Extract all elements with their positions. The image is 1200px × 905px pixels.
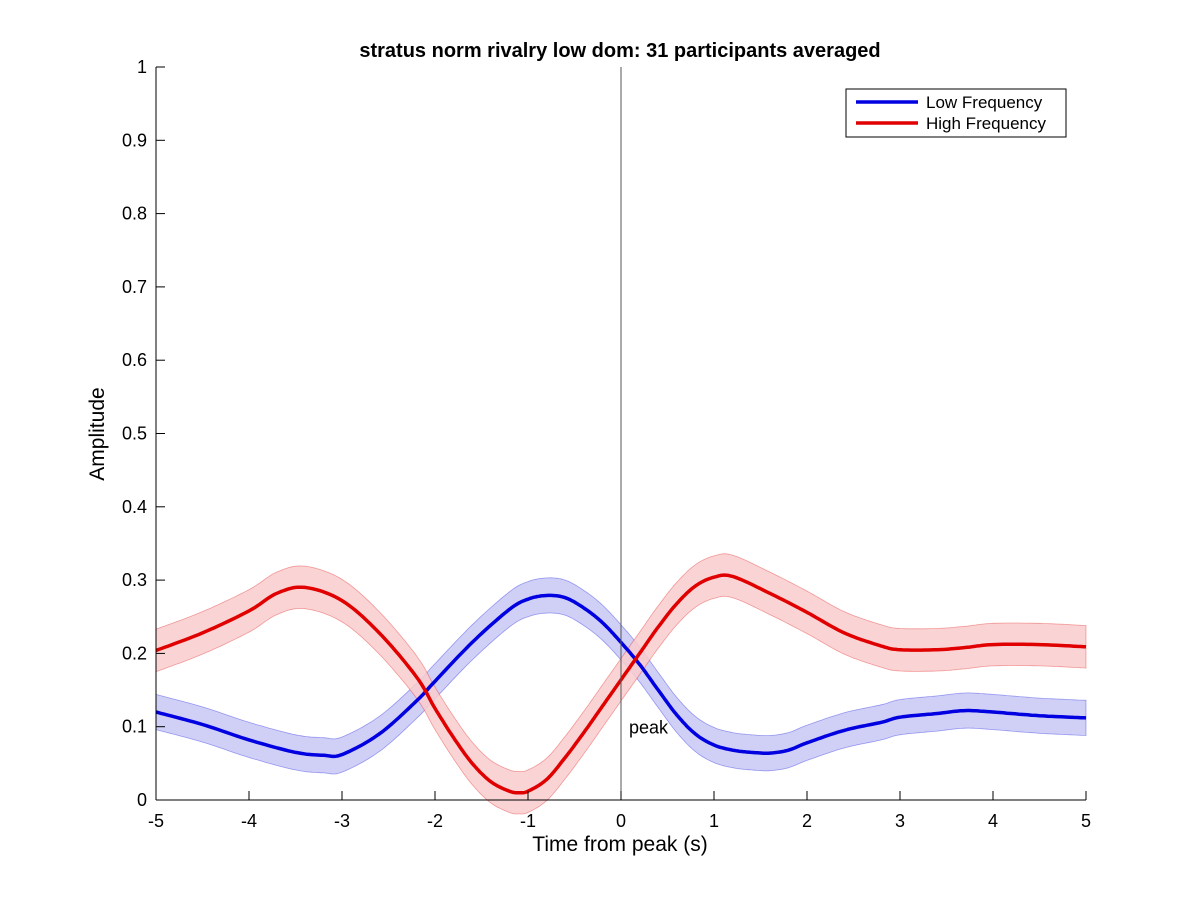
chart-title: stratus norm rivalry low dom: 31 partici… <box>359 40 880 62</box>
x-tick-label-3: -2 <box>427 811 443 831</box>
x-tick-label-5: 0 <box>616 811 626 831</box>
legend: Low Frequency High Frequency <box>845 88 1067 138</box>
y-tick-label-8: 0.8 <box>122 204 147 224</box>
y-tick-label-10: 1 <box>137 57 147 77</box>
y-tick-label-4: 0.4 <box>122 497 147 517</box>
x-tick-label-10: 5 <box>1081 811 1091 831</box>
x-tick-label-4: -1 <box>520 811 536 831</box>
x-tick-label-9: 4 <box>988 811 998 831</box>
x-tick-label-7: 2 <box>802 811 812 831</box>
y-axis-label: Amplitude <box>86 387 109 480</box>
line-series-0 <box>155 593 1087 759</box>
legend-label-0: Low Frequency <box>926 93 1043 112</box>
series-lines <box>155 573 1087 795</box>
y-tick-label-1: 0.1 <box>122 717 147 737</box>
x-tick-label-2: -3 <box>334 811 350 831</box>
tick-labels: -5 -4 -3 -2 -1 0 1 2 3 4 5 0 0.1 0.2 0.3 0.4 0.5 0.6 0.7 0.… <box>122 57 1091 831</box>
peak-marker: peak <box>620 67 669 800</box>
peak-label: peak <box>629 718 669 738</box>
line-series-1 <box>155 573 1087 795</box>
legend-label-1: High Frequency <box>926 114 1047 133</box>
y-tick-label-0: 0 <box>137 790 147 810</box>
y-tick-label-7: 0.7 <box>122 277 147 297</box>
y-tick-label-9: 0.9 <box>122 130 147 150</box>
y-tick-label-3: 0.3 <box>122 570 147 590</box>
legend-box <box>845 88 1067 138</box>
x-tick-label-0: -5 <box>148 811 164 831</box>
y-tick-label-2: 0.2 <box>122 643 147 663</box>
x-tick-label-8: 3 <box>895 811 905 831</box>
x-axis-label: Time from peak (s) <box>532 833 707 856</box>
x-tick-label-1: -4 <box>241 811 257 831</box>
x-tick-label-6: 1 <box>709 811 719 831</box>
y-tick-label-6: 0.6 <box>122 350 147 370</box>
y-tick-label-5: 0.5 <box>122 424 147 444</box>
